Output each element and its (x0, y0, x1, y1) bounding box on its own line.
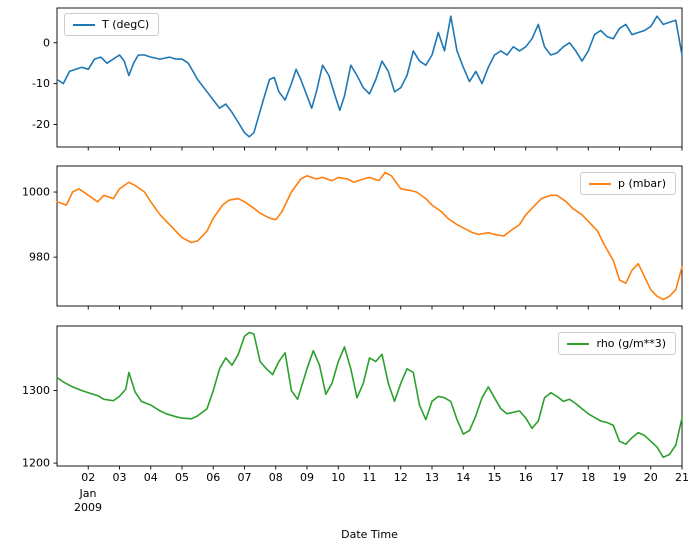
legend-label-pressure: p (mbar) (617, 177, 666, 190)
svg-text:15: 15 (488, 471, 502, 484)
legend-label-density: rho (g/m**3) (596, 337, 666, 350)
x-offset-month: Jan (79, 487, 97, 500)
svg-text:19: 19 (613, 471, 627, 484)
svg-text:05: 05 (175, 471, 189, 484)
svg-text:14: 14 (456, 471, 470, 484)
svg-text:-20: -20 (32, 118, 50, 131)
svg-text:1300: 1300 (22, 384, 50, 397)
svg-text:08: 08 (269, 471, 283, 484)
svg-text:-10: -10 (32, 77, 50, 90)
legend-temperature: T (degC) (64, 13, 160, 36)
svg-text:10: 10 (331, 471, 345, 484)
svg-text:03: 03 (113, 471, 127, 484)
svg-text:16: 16 (519, 471, 533, 484)
legend-density: rho (g/m**3) (558, 332, 676, 355)
svg-text:04: 04 (144, 471, 158, 484)
svg-text:20: 20 (644, 471, 658, 484)
svg-text:07: 07 (238, 471, 252, 484)
legend-label-temperature: T (degC) (102, 18, 150, 31)
svg-text:13: 13 (425, 471, 439, 484)
x-axis-title: Date Time (341, 528, 398, 541)
legend-line-temperature (73, 23, 95, 26)
svg-text:18: 18 (581, 471, 595, 484)
svg-text:980: 980 (29, 251, 50, 264)
svg-text:06: 06 (206, 471, 220, 484)
legend-pressure: p (mbar) (579, 172, 676, 195)
legend-line-pressure (588, 182, 611, 185)
x-offset-label: Jan 2009 (58, 487, 118, 515)
svg-text:12: 12 (394, 471, 408, 484)
svg-text:02: 02 (81, 471, 95, 484)
x-offset-year: 2009 (74, 501, 102, 514)
svg-text:17: 17 (550, 471, 564, 484)
svg-text:1000: 1000 (22, 186, 50, 199)
svg-text:0: 0 (43, 36, 50, 49)
svg-text:1200: 1200 (22, 457, 50, 470)
svg-text:21: 21 (675, 471, 689, 484)
legend-line-density (567, 342, 590, 345)
svg-text:11: 11 (363, 471, 377, 484)
svg-text:09: 09 (300, 471, 314, 484)
